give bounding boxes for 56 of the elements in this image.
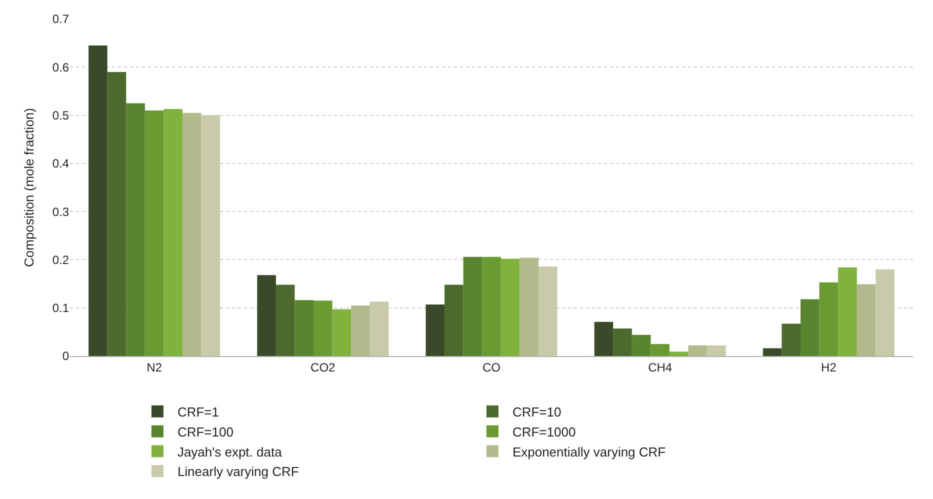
bar [332,309,352,356]
bar [613,328,632,356]
y-tick-label: 0.7 [52,12,70,26]
bar [144,110,164,356]
y-tick-label: 0.5 [52,108,70,122]
y-tick-label: 0.3 [52,204,70,219]
bar [107,72,126,356]
bar [800,299,820,356]
x-tick-label: N2 [146,360,162,374]
x-tick-label: CO [482,360,500,374]
legend-label: Jayah's expt. data [177,444,283,460]
bar [500,258,520,356]
x-tick-label: H2 [821,360,837,374]
bar [594,322,614,356]
y-axis-title: Composition (mole fraction) [21,108,36,267]
bar [669,352,688,356]
legend-label: Linearly varying CRF [177,464,299,480]
bar [351,305,370,356]
bar [856,284,876,356]
y-tick-label: 0.2 [52,252,70,267]
bar [762,348,782,356]
bar [876,269,894,356]
bar [632,334,651,356]
legend-label: Exponentially varying CRF [512,444,666,460]
legend-label: CRF=100 [177,424,234,440]
legend-label: CRF=1000 [512,424,576,440]
bar [257,275,276,356]
bar [444,284,464,356]
y-tick-label: 0.4 [52,156,70,171]
bar [126,103,145,356]
bar [463,256,482,356]
legend-label: CRF=10 [512,404,562,420]
y-tick-label: 0.1 [52,301,70,316]
bar [688,345,708,356]
bar [370,302,389,356]
y-tick-label: 0 [62,349,70,364]
bar [819,282,838,356]
bar [276,284,295,356]
bar [838,267,857,356]
bar [782,324,801,356]
bar [182,112,202,356]
y-tick-label: 0.6 [52,60,70,74]
bar [294,300,314,356]
bar [650,344,670,356]
bar [201,115,220,356]
bar [520,258,538,356]
legend-label: CRF=1 [177,404,219,420]
bar [482,256,501,356]
bar [426,304,445,356]
bar [314,300,332,356]
bar [538,266,558,356]
bar [707,345,726,356]
x-tick-label: CH4 [648,360,672,374]
bar [164,109,182,356]
bar [88,45,108,356]
x-tick-label: CO2 [310,360,336,374]
